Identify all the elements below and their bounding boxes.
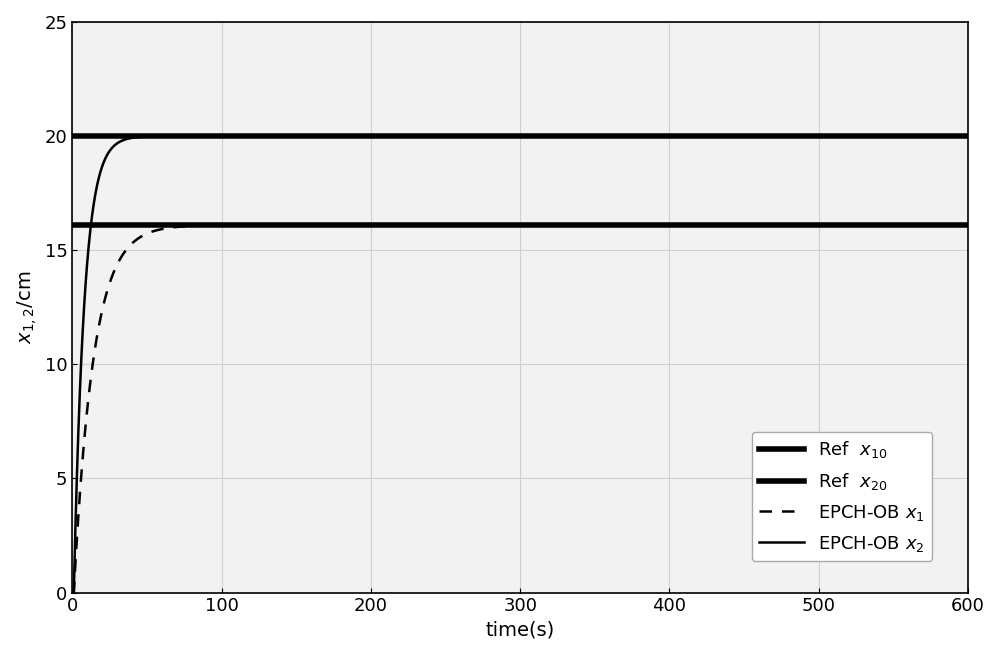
Legend: Ref  $x_{10}$, Ref  $x_{20}$, EPCH-OB $x_1$, EPCH-OB $x_2$: Ref $x_{10}$, Ref $x_{20}$, EPCH-OB $x_1… xyxy=(752,432,932,561)
X-axis label: time(s): time(s) xyxy=(486,621,555,640)
Y-axis label: $x_{1,2}$/cm: $x_{1,2}$/cm xyxy=(15,271,39,344)
